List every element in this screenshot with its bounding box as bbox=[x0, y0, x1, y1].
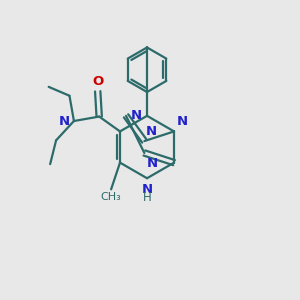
Text: H: H bbox=[143, 191, 152, 204]
Text: CH₃: CH₃ bbox=[101, 192, 122, 202]
Text: N: N bbox=[146, 125, 157, 138]
Text: O: O bbox=[92, 75, 103, 88]
Text: N: N bbox=[130, 109, 142, 122]
Text: N: N bbox=[142, 183, 153, 196]
Text: N: N bbox=[59, 115, 70, 128]
Text: N: N bbox=[176, 115, 188, 128]
Text: N: N bbox=[147, 157, 158, 169]
